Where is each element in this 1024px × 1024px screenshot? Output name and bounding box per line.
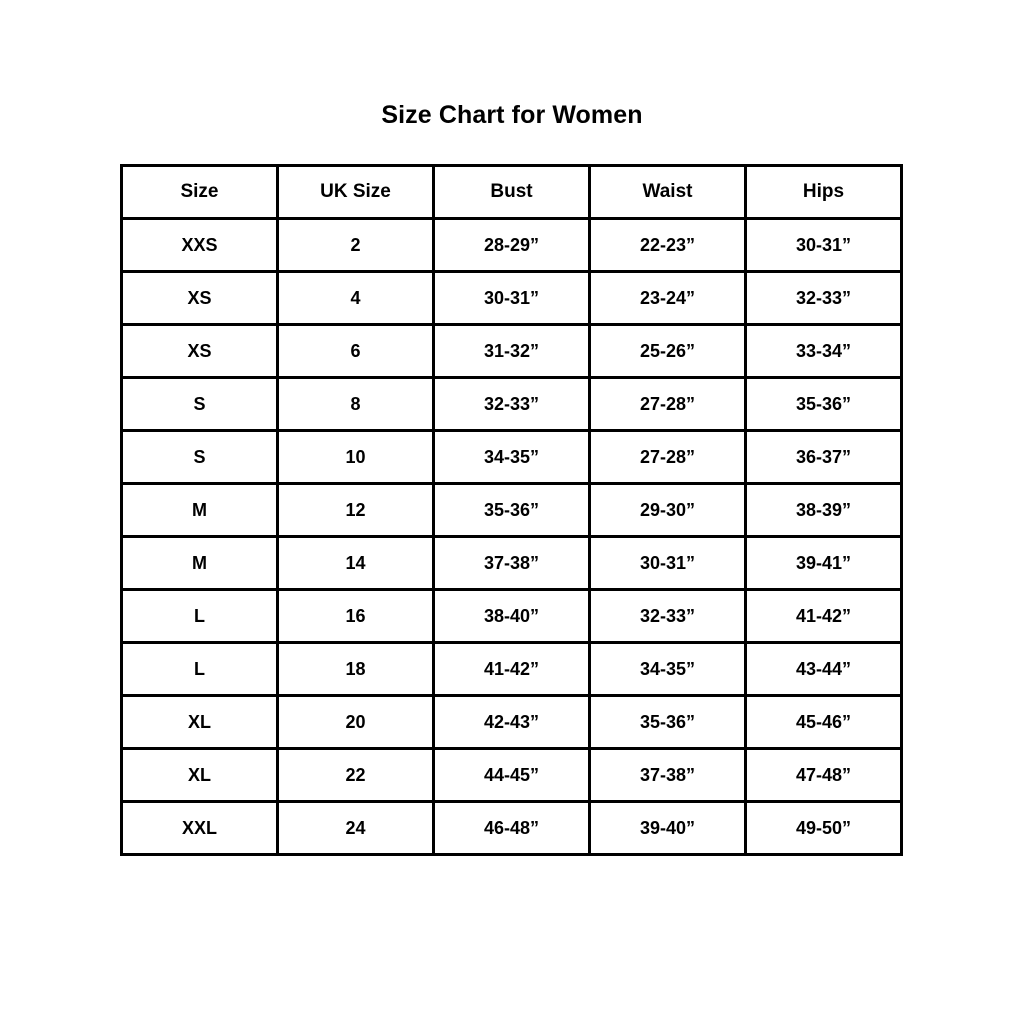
cell-hips: 43-44” — [744, 641, 903, 697]
column-header-bust: Bust — [432, 164, 591, 220]
table-row: M 12 35-36” 29-30” 38-39” — [120, 482, 903, 538]
cell-bust: 32-33” — [432, 376, 591, 432]
table-row: XS 6 31-32” 25-26” 33-34” — [120, 323, 903, 379]
cell-uk-size: 20 — [276, 694, 435, 750]
table-row: S 8 32-33” 27-28” 35-36” — [120, 376, 903, 432]
cell-size: L — [120, 588, 279, 644]
cell-size: XXL — [120, 800, 279, 856]
cell-hips: 39-41” — [744, 535, 903, 591]
table-row: L 18 41-42” 34-35” 43-44” — [120, 641, 903, 697]
size-chart-table: Size UK Size Bust Waist Hips XXS 2 28-29… — [120, 164, 903, 856]
cell-bust: 35-36” — [432, 482, 591, 538]
column-header-hips: Hips — [744, 164, 903, 220]
cell-bust: 31-32” — [432, 323, 591, 379]
table-row: XXL 24 46-48” 39-40” 49-50” — [120, 800, 903, 856]
cell-uk-size: 24 — [276, 800, 435, 856]
cell-uk-size: 18 — [276, 641, 435, 697]
cell-uk-size: 2 — [276, 217, 435, 273]
cell-size: M — [120, 482, 279, 538]
table-row: XXS 2 28-29” 22-23” 30-31” — [120, 217, 903, 273]
cell-hips: 47-48” — [744, 747, 903, 803]
cell-size: M — [120, 535, 279, 591]
cell-hips: 49-50” — [744, 800, 903, 856]
cell-hips: 36-37” — [744, 429, 903, 485]
cell-bust: 44-45” — [432, 747, 591, 803]
cell-bust: 41-42” — [432, 641, 591, 697]
cell-bust: 46-48” — [432, 800, 591, 856]
cell-uk-size: 8 — [276, 376, 435, 432]
cell-hips: 32-33” — [744, 270, 903, 326]
cell-uk-size: 12 — [276, 482, 435, 538]
cell-size: XXS — [120, 217, 279, 273]
cell-uk-size: 14 — [276, 535, 435, 591]
table-header: Size UK Size Bust Waist Hips — [120, 164, 903, 220]
cell-waist: 35-36” — [588, 694, 747, 750]
cell-size: S — [120, 429, 279, 485]
table-row: XL 22 44-45” 37-38” 47-48” — [120, 747, 903, 803]
cell-hips: 38-39” — [744, 482, 903, 538]
table-row: S 10 34-35” 27-28” 36-37” — [120, 429, 903, 485]
cell-size: XS — [120, 323, 279, 379]
cell-size: XL — [120, 694, 279, 750]
cell-size: S — [120, 376, 279, 432]
column-header-size: Size — [120, 164, 279, 220]
cell-waist: 27-28” — [588, 429, 747, 485]
table-header-row: Size UK Size Bust Waist Hips — [120, 164, 903, 220]
cell-bust: 38-40” — [432, 588, 591, 644]
table-row: XL 20 42-43” 35-36” 45-46” — [120, 694, 903, 750]
cell-waist: 27-28” — [588, 376, 747, 432]
cell-size: XL — [120, 747, 279, 803]
cell-uk-size: 16 — [276, 588, 435, 644]
cell-uk-size: 6 — [276, 323, 435, 379]
cell-hips: 30-31” — [744, 217, 903, 273]
size-chart-table-container: Size UK Size Bust Waist Hips XXS 2 28-29… — [120, 164, 903, 856]
cell-waist: 34-35” — [588, 641, 747, 697]
page-title: Size Chart for Women — [381, 101, 643, 129]
table-body: XXS 2 28-29” 22-23” 30-31” XS 4 30-31” 2… — [120, 217, 903, 856]
cell-waist: 39-40” — [588, 800, 747, 856]
cell-bust: 30-31” — [432, 270, 591, 326]
cell-waist: 23-24” — [588, 270, 747, 326]
cell-waist: 29-30” — [588, 482, 747, 538]
cell-hips: 33-34” — [744, 323, 903, 379]
cell-bust: 37-38” — [432, 535, 591, 591]
cell-bust: 34-35” — [432, 429, 591, 485]
cell-waist: 25-26” — [588, 323, 747, 379]
cell-waist: 22-23” — [588, 217, 747, 273]
cell-hips: 41-42” — [744, 588, 903, 644]
cell-size: L — [120, 641, 279, 697]
cell-hips: 35-36” — [744, 376, 903, 432]
table-row: L 16 38-40” 32-33” 41-42” — [120, 588, 903, 644]
cell-waist: 37-38” — [588, 747, 747, 803]
table-row: XS 4 30-31” 23-24” 32-33” — [120, 270, 903, 326]
cell-uk-size: 10 — [276, 429, 435, 485]
column-header-uk-size: UK Size — [276, 164, 435, 220]
cell-hips: 45-46” — [744, 694, 903, 750]
cell-bust: 28-29” — [432, 217, 591, 273]
table-row: M 14 37-38” 30-31” 39-41” — [120, 535, 903, 591]
column-header-waist: Waist — [588, 164, 747, 220]
cell-waist: 32-33” — [588, 588, 747, 644]
cell-size: XS — [120, 270, 279, 326]
cell-uk-size: 4 — [276, 270, 435, 326]
cell-waist: 30-31” — [588, 535, 747, 591]
cell-uk-size: 22 — [276, 747, 435, 803]
cell-bust: 42-43” — [432, 694, 591, 750]
